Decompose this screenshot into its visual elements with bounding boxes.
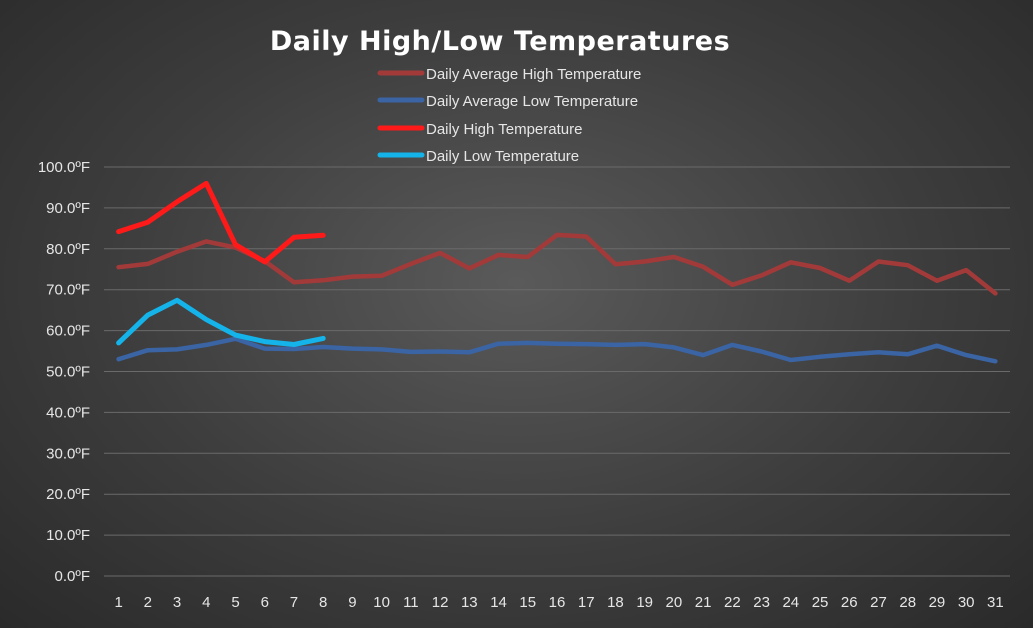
legend-label: Daily High Temperature [426, 121, 582, 138]
y-tick-label: 10.0ºF [46, 527, 90, 544]
series-line-2 [116, 336, 998, 364]
y-tick-label: 0.0ºF [55, 568, 91, 585]
x-tick-label: 7 [290, 594, 298, 611]
x-tick-label: 5 [231, 594, 239, 611]
y-tick-label: 20.0ºF [46, 486, 90, 503]
x-axis: 1 2 3 4 5 6 7 8 9 10 11 12 13 14 15 16 17 18 19 20 21 22 23 24 2… [114, 594, 1003, 611]
x-tick-label: 22 [724, 594, 741, 611]
y-tick-label: 100.0ºF [38, 159, 90, 176]
x-tick-label: 20 [666, 594, 683, 611]
legend-entry: Daily Average High Temperature [377, 66, 641, 83]
x-tick-label: 12 [432, 594, 449, 611]
x-tick-label: 9 [348, 594, 356, 611]
x-tick-label: 24 [782, 594, 799, 611]
x-tick-label: 1 [114, 594, 122, 611]
x-tick-label: 10 [373, 594, 390, 611]
x-tick-label: 31 [987, 594, 1004, 611]
gridlines [104, 166, 1010, 577]
plot-area [116, 180, 998, 364]
series-line-4 [116, 297, 326, 347]
legend-label: Daily Average High Temperature [426, 66, 641, 83]
y-tick-label: 90.0ºF [46, 200, 90, 217]
y-tick-label: 60.0ºF [46, 323, 90, 340]
x-tick-label: 18 [607, 594, 624, 611]
x-tick-label: 17 [578, 594, 595, 611]
x-tick-label: 30 [958, 594, 975, 611]
x-tick-label: 27 [870, 594, 887, 611]
x-tick-label: 23 [753, 594, 770, 611]
x-tick-label: 2 [144, 594, 152, 611]
x-tick-label: 16 [549, 594, 566, 611]
x-tick-label: 4 [202, 594, 210, 611]
x-tick-label: 8 [319, 594, 327, 611]
x-tick-label: 13 [461, 594, 478, 611]
x-tick-label: 21 [695, 594, 712, 611]
legend-entry: Daily Average Low Temperature [377, 93, 638, 110]
legend: Daily Average High Temperature Daily Aver… [377, 66, 641, 165]
chart-title: Daily High/Low Temperatures [270, 26, 730, 57]
series-line-3 [116, 180, 326, 265]
x-tick-label: 26 [841, 594, 858, 611]
x-tick-label: 15 [519, 594, 536, 611]
legend-entry: Daily Low Temperature [377, 148, 579, 165]
y-tick-label: 30.0ºF [46, 445, 90, 462]
y-tick-label: 40.0ºF [46, 404, 90, 421]
y-tick-label: 50.0ºF [46, 364, 90, 381]
y-axis: 0.0ºF 10.0ºF 20.0ºF 30.0ºF 40.0ºF 50.0ºF 60.0º… [38, 159, 90, 585]
x-tick-label: 3 [173, 594, 181, 611]
legend-label: Daily Low Temperature [426, 148, 579, 165]
series-line-1 [116, 232, 998, 296]
y-tick-label: 70.0ºF [46, 282, 90, 299]
x-tick-label: 11 [403, 594, 419, 611]
x-tick-label: 25 [812, 594, 829, 611]
x-tick-label: 29 [929, 594, 946, 611]
x-tick-label: 6 [261, 594, 269, 611]
x-tick-label: 19 [636, 594, 653, 611]
legend-entry: Daily High Temperature [377, 121, 582, 138]
x-tick-label: 28 [899, 594, 916, 611]
y-tick-label: 80.0ºF [46, 241, 90, 258]
x-tick-label: 14 [490, 594, 507, 611]
legend-label: Daily Average Low Temperature [426, 93, 638, 110]
